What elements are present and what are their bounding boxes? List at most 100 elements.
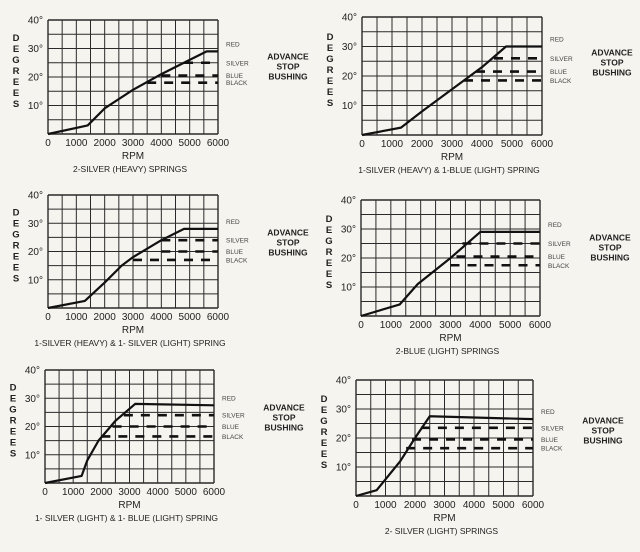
y-axis-label-letter: S	[10, 449, 16, 460]
y-axis-label-letter: R	[10, 416, 17, 427]
series-line-red	[360, 230, 540, 318]
y-tick-label: 30°	[342, 42, 357, 53]
y-tick-label: 30°	[28, 44, 43, 55]
x-tick-label: 3000	[122, 312, 145, 323]
series-label-black: BLACK	[548, 263, 570, 270]
y-axis-label-letter: E	[321, 405, 327, 416]
chart-caption: 1-SILVER (HEAVY) & 1- SILVER (LIGHT) SPR…	[34, 338, 225, 348]
y-tick-label: 20°	[28, 73, 43, 84]
series-line-red	[47, 227, 218, 310]
annotation-bushing: BUSHING	[268, 72, 308, 82]
series-label-silver: SILVER	[541, 425, 564, 432]
y-tick-label: 40°	[28, 191, 43, 202]
x-axis-label: RPM	[122, 151, 144, 162]
x-tick-label: 6000	[531, 139, 554, 150]
annotation-bushing: BUSHING	[590, 253, 630, 263]
x-axis-label: RPM	[433, 513, 455, 524]
y-axis-label-letter: S	[327, 98, 333, 109]
y-tick-label: 30°	[28, 219, 43, 230]
x-tick-label: 2000	[90, 487, 113, 498]
x-axis-label: RPM	[439, 333, 461, 344]
y-axis-label-letter: G	[320, 416, 327, 427]
chart-caption: 1-SILVER (HEAVY) & 1-BLUE (LIGHT) SPRING	[358, 165, 540, 175]
y-axis-label-letter: S	[321, 460, 327, 471]
series-label-black: BLACK	[226, 80, 248, 87]
x-tick-label: 1000	[62, 487, 85, 498]
x-tick-label: 5000	[501, 139, 524, 150]
annotation-advance: ADVANCE	[267, 52, 309, 62]
y-tick-label: 30°	[25, 394, 40, 405]
series-label-silver: SILVER	[226, 60, 249, 67]
chart-caption: 2-BLUE (LIGHT) SPRINGS	[396, 346, 500, 356]
x-tick-label: 6000	[207, 138, 230, 149]
y-tick-label: 10°	[336, 463, 351, 474]
x-tick-label: 5000	[179, 138, 202, 149]
y-axis-label-letter: E	[13, 263, 19, 274]
y-axis-label-letter: E	[326, 225, 332, 236]
y-axis-label-letter: G	[12, 230, 19, 241]
y-tick-label: 30°	[341, 225, 356, 236]
y-axis-label-letter: E	[327, 43, 333, 54]
annotation-stop: STOP	[273, 413, 296, 423]
x-tick-label: 5000	[175, 487, 198, 498]
annotation-stop: STOP	[277, 238, 300, 248]
y-tick-label: 10°	[341, 283, 356, 294]
series-label-blue: BLUE	[550, 69, 568, 76]
x-tick-label: 3000	[118, 487, 141, 498]
annotation-bushing: BUSHING	[583, 435, 623, 445]
x-tick-label: 3000	[441, 139, 464, 150]
series-line-red	[355, 415, 534, 498]
x-tick-label: 0	[45, 138, 51, 149]
y-axis-label-letter: D	[10, 383, 17, 394]
series-label-red: RED	[226, 219, 240, 226]
x-tick-label: 6000	[207, 312, 230, 323]
annotation-stop: STOP	[601, 58, 624, 68]
x-tick-label: 2000	[410, 320, 433, 331]
y-axis-label-letter: R	[13, 241, 20, 252]
series-label-black: BLACK	[550, 78, 572, 85]
y-tick-label: 20°	[342, 72, 357, 83]
y-tick-label: 10°	[28, 101, 43, 112]
y-axis-label-letter: E	[13, 88, 19, 99]
y-axis-label-letter: S	[326, 280, 332, 291]
series-label-silver: SILVER	[550, 56, 573, 63]
x-tick-label: 4000	[150, 312, 173, 323]
y-axis-label-letter: E	[326, 258, 332, 269]
x-tick-label: 3000	[122, 138, 145, 149]
y-tick-label: 20°	[341, 254, 356, 265]
annotation-stop: STOP	[592, 425, 615, 435]
series-label-blue: BLUE	[226, 73, 244, 80]
y-tick-label: 40°	[342, 13, 357, 24]
chart-caption: 1- SILVER (LIGHT) & 1- BLUE (LIGHT) SPRI…	[35, 513, 218, 523]
y-axis-label-letter: E	[13, 44, 19, 55]
x-axis-label: RPM	[122, 325, 144, 336]
y-axis-label-letter: R	[13, 66, 20, 77]
y-tick-label: 30°	[336, 405, 351, 416]
x-tick-label: 1000	[374, 500, 397, 511]
y-axis-label-letter: R	[321, 427, 328, 438]
annotation-bushing: BUSHING	[268, 248, 308, 258]
annotation-advance: ADVANCE	[589, 233, 631, 243]
x-tick-label: 0	[358, 320, 364, 331]
series-label-red: RED	[222, 395, 236, 402]
y-axis-label-letter: E	[13, 219, 19, 230]
x-tick-label: 5000	[179, 312, 202, 323]
series-label-silver: SILVER	[222, 413, 245, 420]
x-tick-label: 0	[42, 487, 48, 498]
series-label-blue: BLUE	[226, 249, 244, 256]
y-axis-label-letter: E	[321, 438, 327, 449]
y-axis-label-letter: E	[10, 394, 16, 405]
annotation-advance: ADVANCE	[267, 228, 309, 238]
y-axis-label-letter: E	[10, 438, 16, 449]
series-line-red	[47, 50, 218, 136]
annotation-advance: ADVANCE	[263, 403, 305, 413]
x-tick-label: 6000	[522, 500, 545, 511]
series-label-blue: BLUE	[541, 437, 559, 444]
x-tick-label: 0	[45, 312, 51, 323]
